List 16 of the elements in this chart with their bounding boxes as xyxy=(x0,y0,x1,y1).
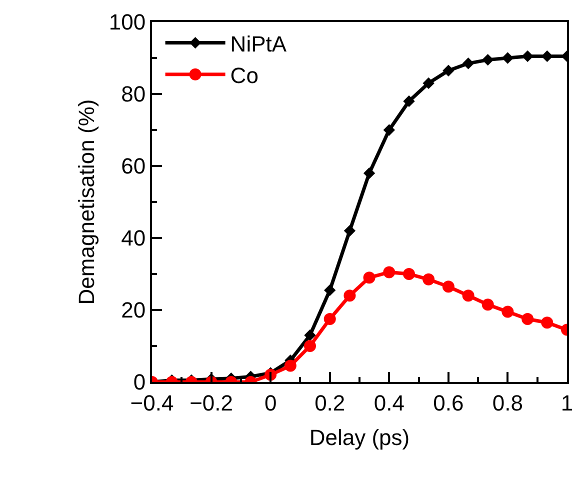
x-tick-label: 0.4 xyxy=(374,390,404,416)
x-tick-label: 0.8 xyxy=(492,390,524,416)
y-tick-label: 40 xyxy=(121,226,146,251)
y-tick-label: 80 xyxy=(121,82,146,107)
x-tick-label: 0.2 xyxy=(314,390,346,416)
y-tick-label: 20 xyxy=(121,298,146,323)
x-tick-label: 1 xyxy=(560,390,574,416)
x-tick-label: 0 xyxy=(264,390,277,416)
y-axis-title: Demagnetisation (%) xyxy=(74,99,100,305)
y-tick-label: 60 xyxy=(121,154,146,179)
legend-label: Co xyxy=(230,62,258,88)
legend-label: NiPtA xyxy=(230,31,287,56)
x-axis-title: Delay (ps) xyxy=(309,424,410,450)
y-tick-label: 100 xyxy=(108,10,146,35)
x-tick-label: −0.2 xyxy=(190,390,234,416)
x-tick-label: 0.6 xyxy=(433,390,464,416)
